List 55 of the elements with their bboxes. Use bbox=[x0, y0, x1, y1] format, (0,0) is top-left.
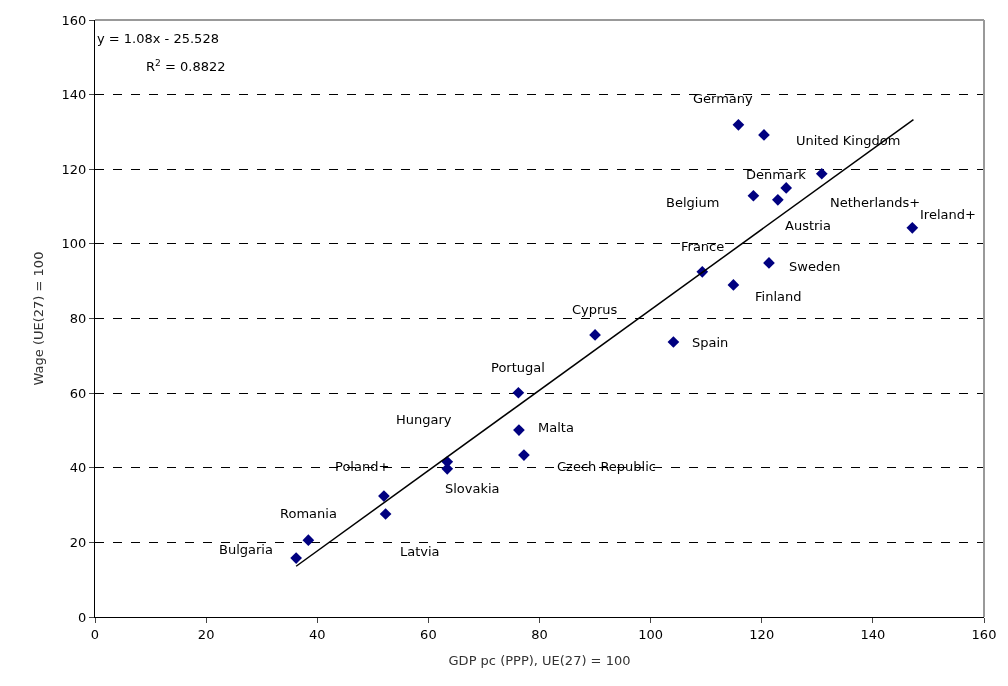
point bbox=[772, 194, 784, 206]
x-tick-label: 160 bbox=[971, 626, 997, 642]
point bbox=[763, 257, 775, 269]
y-axis-title: Wage (UE(27) = 100 bbox=[30, 251, 46, 386]
y-tick-label: 140 bbox=[61, 87, 87, 103]
point bbox=[727, 279, 740, 291]
annotation: Latvia bbox=[400, 544, 440, 559]
point bbox=[290, 552, 302, 564]
x-tick-label: 60 bbox=[420, 626, 437, 642]
point bbox=[732, 119, 745, 131]
annotation: y = 1.08x - 25.528 bbox=[97, 31, 219, 46]
point bbox=[512, 386, 525, 399]
y-tick-label: 0 bbox=[78, 609, 87, 625]
x-tick-label: 20 bbox=[197, 626, 215, 642]
annotation: Germany bbox=[693, 91, 754, 106]
annotation: Spain bbox=[692, 335, 729, 350]
point bbox=[302, 534, 315, 546]
annotation: France bbox=[681, 239, 725, 254]
annotation: Finland bbox=[755, 289, 802, 304]
x-tick-label: 40 bbox=[308, 626, 326, 642]
y-tick-label: 40 bbox=[69, 460, 87, 476]
y-tick-label: 160 bbox=[61, 12, 87, 28]
x-axis-title: GDP pc (PPP), UE(27) = 100 bbox=[448, 653, 631, 669]
y-tick-label: 80 bbox=[69, 311, 87, 327]
x-tick-label: 100 bbox=[638, 626, 664, 642]
annotation: Portugal bbox=[491, 360, 545, 375]
annotation: Slovakia bbox=[445, 481, 500, 496]
point bbox=[378, 490, 390, 502]
point bbox=[815, 167, 828, 180]
annotation: Romania bbox=[280, 506, 337, 521]
x-tick-label: 0 bbox=[90, 626, 100, 642]
y-tick-label: 120 bbox=[61, 161, 87, 177]
annotation: Austria bbox=[785, 218, 831, 233]
point bbox=[747, 189, 760, 202]
annotation: Belgium bbox=[666, 195, 720, 210]
annotation: Denmark bbox=[746, 167, 807, 182]
annotation: Cyprus bbox=[572, 302, 618, 317]
y-tick-label: 20 bbox=[69, 534, 87, 550]
annotation: Hungary bbox=[396, 412, 452, 427]
x-tick-label: 80 bbox=[531, 626, 548, 642]
annotation: Malta bbox=[538, 420, 574, 435]
point bbox=[906, 221, 919, 234]
annotation: Sweden bbox=[789, 259, 841, 274]
y-tick-label: 100 bbox=[61, 236, 87, 252]
point bbox=[379, 508, 392, 520]
annotation: Netherlands+ bbox=[830, 195, 921, 210]
y-tick-label: 60 bbox=[69, 385, 87, 401]
annotation: Ireland+ bbox=[920, 207, 976, 222]
annotation: Czech Republic bbox=[557, 459, 656, 474]
annotation: R$^{2}$ = 0.8822 bbox=[146, 58, 226, 75]
x-tick-label: 140 bbox=[860, 626, 886, 642]
point bbox=[667, 336, 680, 348]
point bbox=[780, 182, 793, 194]
x-tick-label: 120 bbox=[749, 626, 775, 642]
annotation: Bulgaria bbox=[219, 542, 273, 557]
